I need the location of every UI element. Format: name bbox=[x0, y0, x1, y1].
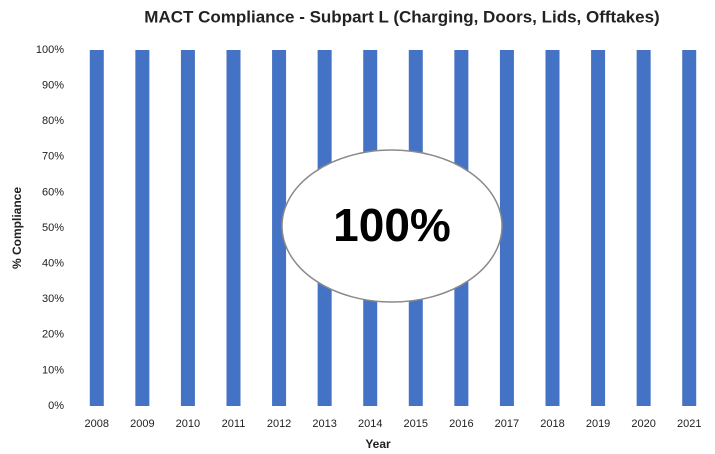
x-tick-label: 2015 bbox=[404, 418, 428, 430]
y-tick-label: 80% bbox=[42, 115, 64, 127]
annotation-bubble bbox=[281, 149, 503, 303]
bar bbox=[636, 50, 651, 406]
x-tick-label: 2017 bbox=[495, 418, 519, 430]
y-tick-label: 90% bbox=[42, 80, 64, 92]
bar bbox=[682, 50, 697, 406]
y-tick-label: 70% bbox=[42, 151, 64, 163]
x-tick-label: 2019 bbox=[586, 418, 610, 430]
bar bbox=[591, 50, 606, 406]
x-tick-label: 2021 bbox=[677, 418, 701, 430]
x-tick-label: 2011 bbox=[222, 418, 246, 430]
y-tick-label: 40% bbox=[42, 258, 64, 270]
y-tick-label: 0% bbox=[48, 400, 64, 412]
x-tick-label: 2009 bbox=[130, 418, 154, 430]
x-tick-label: 2016 bbox=[449, 418, 473, 430]
bar bbox=[226, 50, 241, 406]
bar bbox=[135, 50, 150, 406]
bar bbox=[545, 50, 560, 406]
y-tick-label: 50% bbox=[42, 222, 64, 234]
bar bbox=[180, 50, 195, 406]
x-tick-label: 2012 bbox=[267, 418, 291, 430]
x-axis-label: Year bbox=[365, 437, 391, 451]
bar bbox=[272, 50, 287, 406]
bar bbox=[499, 50, 514, 406]
y-tick-label: 100% bbox=[36, 44, 64, 56]
x-tick-label: 2018 bbox=[540, 418, 564, 430]
x-tick-label: 2014 bbox=[358, 418, 382, 430]
y-tick-label: 60% bbox=[42, 186, 64, 198]
y-tick-label: 30% bbox=[42, 293, 64, 305]
y-tick-label: 20% bbox=[42, 329, 64, 341]
y-tick-label: 10% bbox=[42, 364, 64, 376]
x-tick-label: 2010 bbox=[176, 418, 200, 430]
y-axis-label: % Compliance bbox=[10, 187, 24, 269]
chart-title: MACT Compliance - Subpart L (Charging, D… bbox=[144, 7, 659, 26]
x-tick-label: 2020 bbox=[631, 418, 655, 430]
bar bbox=[89, 50, 104, 406]
annotation: 100% bbox=[333, 199, 451, 251]
x-tick-label: 2008 bbox=[85, 418, 109, 430]
x-tick-label: 2013 bbox=[312, 418, 336, 430]
